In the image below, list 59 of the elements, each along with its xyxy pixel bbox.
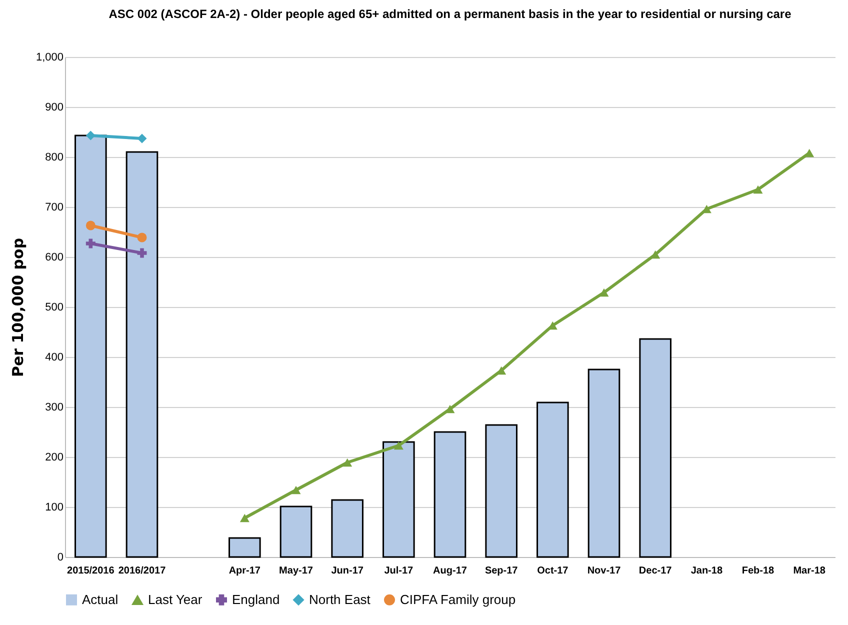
x-tick-label: 2016/2017 bbox=[118, 566, 166, 576]
bar bbox=[485, 424, 518, 558]
point bbox=[137, 248, 147, 258]
point bbox=[753, 185, 763, 194]
point bbox=[137, 134, 147, 144]
y-tick-label: 200 bbox=[45, 452, 64, 464]
y-tick-label: 500 bbox=[45, 302, 64, 314]
bar bbox=[331, 499, 364, 558]
point bbox=[496, 366, 506, 375]
y-tick-label: 700 bbox=[45, 202, 64, 214]
chart-title: ASC 002 (ASCOF 2A-2) - Older people aged 65+ admitted on a permanent basis in the year to residential or nursing care bbox=[108, 7, 792, 21]
x-tick-label: Mar-18 bbox=[793, 566, 826, 576]
bar bbox=[382, 441, 415, 558]
point bbox=[240, 514, 250, 522]
point bbox=[445, 404, 455, 414]
x-tick-label: Aug-17 bbox=[433, 566, 468, 576]
x-tick-label: Sep-17 bbox=[484, 566, 518, 576]
point bbox=[394, 441, 404, 450]
point bbox=[342, 458, 352, 467]
point bbox=[650, 250, 660, 259]
point bbox=[86, 238, 96, 248]
x-tick-label: Dec-17 bbox=[638, 566, 672, 576]
y-tick-label: 800 bbox=[45, 152, 64, 164]
legend-label: North East bbox=[309, 592, 371, 607]
legend-label: Last Year bbox=[148, 592, 203, 608]
x-tick-label: May-17 bbox=[279, 566, 314, 576]
point bbox=[599, 288, 609, 297]
point bbox=[86, 130, 96, 140]
y-tick-label: 100 bbox=[45, 502, 64, 514]
point bbox=[804, 148, 814, 158]
x-tick-label: 2015/2016 bbox=[67, 566, 115, 576]
y-tick-label: 400 bbox=[45, 352, 64, 364]
point bbox=[137, 232, 147, 242]
y-tick-label: 900 bbox=[45, 102, 64, 114]
legend-label: CIPFA Family group bbox=[400, 592, 516, 607]
y-tick-label: 600 bbox=[45, 252, 64, 264]
bar bbox=[639, 338, 672, 558]
x-tick-label: Nov-17 bbox=[587, 566, 622, 576]
legend-label: England bbox=[232, 592, 280, 607]
x-tick-label: Jul-17 bbox=[384, 566, 414, 576]
x-tick-label: Feb-18 bbox=[742, 566, 775, 576]
legend-label: Actual bbox=[82, 592, 118, 607]
bar bbox=[126, 151, 158, 558]
y-axis-title: Per 100,000 pop bbox=[8, 238, 27, 378]
bar bbox=[74, 134, 107, 558]
point bbox=[291, 486, 301, 494]
y-tick-label: 1,000 bbox=[36, 52, 64, 64]
bar bbox=[228, 537, 261, 558]
bar bbox=[434, 431, 466, 558]
x-tick-label: Oct-17 bbox=[537, 566, 569, 576]
x-tick-label: Jan-18 bbox=[690, 566, 723, 576]
point bbox=[86, 220, 96, 230]
y-tick-label: 300 bbox=[45, 402, 64, 414]
bar bbox=[280, 506, 312, 558]
x-tick-label: Jun-17 bbox=[331, 566, 364, 576]
x-tick-label: Apr-17 bbox=[228, 566, 261, 576]
y-tick-label: 0 bbox=[57, 552, 64, 564]
bar bbox=[536, 402, 569, 558]
bar bbox=[588, 368, 620, 558]
